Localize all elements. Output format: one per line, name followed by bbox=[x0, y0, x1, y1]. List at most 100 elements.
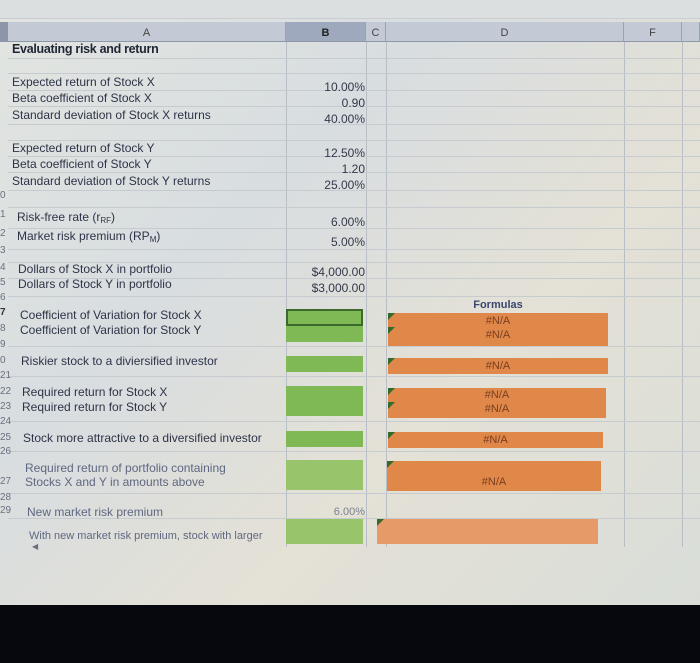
input-more-attractive[interactable] bbox=[286, 431, 363, 447]
label-new-mrp-question[interactable]: With new market risk premium, stock with… bbox=[29, 530, 263, 542]
column-header-b[interactable]: B bbox=[286, 22, 366, 42]
value-dollars-x[interactable]: $4,000.00 bbox=[311, 265, 365, 279]
row-number[interactable]: 25 bbox=[0, 432, 12, 443]
label-riskier-stock[interactable]: Riskier stock to a diviersified investor bbox=[21, 354, 218, 368]
gridline bbox=[8, 124, 700, 125]
row-number[interactable]: 3 bbox=[0, 245, 6, 256]
row-number[interactable]: 4 bbox=[0, 262, 6, 273]
gridline bbox=[386, 42, 387, 547]
formula-required-return-cells[interactable]: #N/A #N/A bbox=[388, 388, 606, 418]
value-dollars-y[interactable]: $3,000.00 bbox=[311, 281, 365, 295]
gridline bbox=[8, 172, 700, 173]
label-std-y[interactable]: Standard deviation of Stock Y returns bbox=[12, 174, 211, 188]
row-number[interactable]: 1 bbox=[0, 209, 6, 220]
gridline bbox=[8, 296, 700, 297]
label-beta-y[interactable]: Beta coefficient of Stock Y bbox=[12, 157, 152, 171]
value-market-risk-premium[interactable]: 5.00% bbox=[330, 235, 365, 249]
column-header-a[interactable]: A bbox=[8, 22, 286, 42]
label-text: ) bbox=[156, 229, 161, 243]
label-portfolio-required-return-2[interactable]: Stocks X and Y in amounts above bbox=[25, 475, 205, 489]
row-number[interactable]: 5 bbox=[0, 277, 6, 288]
gridline bbox=[8, 249, 700, 250]
label-cv-x[interactable]: Coefficient of Variation for Stock X bbox=[20, 308, 202, 322]
sheet-title[interactable]: Evaluating risk and return bbox=[12, 42, 159, 56]
select-all-corner[interactable] bbox=[0, 22, 8, 42]
row-number[interactable]: 22 bbox=[0, 386, 12, 397]
formula-cv-cells[interactable]: #N/A #N/A bbox=[388, 313, 608, 346]
row-number[interactable]: 0 bbox=[0, 355, 6, 366]
label-text: Market risk premium (RP bbox=[17, 229, 150, 243]
value-new-market-risk-premium[interactable]: 6.00% bbox=[333, 506, 365, 518]
formula-new-mrp-cell[interactable] bbox=[377, 519, 598, 544]
label-beta-x[interactable]: Beta coefficient of Stock X bbox=[12, 91, 152, 105]
error-indicator-icon bbox=[387, 461, 394, 468]
label-dollars-y[interactable]: Dollars of Stock Y in portfolio bbox=[18, 277, 172, 291]
label-dollars-x[interactable]: Dollars of Stock X in portfolio bbox=[18, 262, 173, 276]
gridline bbox=[682, 42, 683, 547]
row-number[interactable]: 21 bbox=[0, 370, 12, 381]
formula-portfolio-required-return: #N/A bbox=[481, 476, 507, 488]
input-new-mrp-question[interactable] bbox=[286, 519, 363, 544]
gridline bbox=[8, 228, 700, 229]
input-cv-y[interactable] bbox=[286, 326, 363, 342]
row-number[interactable]: 26 bbox=[0, 446, 12, 457]
subscript: M bbox=[149, 235, 157, 244]
value-expected-return-y[interactable]: 12.50% bbox=[324, 146, 365, 160]
column-header-d[interactable]: D bbox=[386, 22, 624, 42]
label-text: Risk-free rate (r bbox=[17, 210, 101, 224]
row-number[interactable]: 27 bbox=[0, 476, 12, 487]
error-indicator-icon bbox=[388, 358, 395, 365]
value-expected-return-x[interactable]: 10.00% bbox=[324, 80, 365, 94]
row-number[interactable]: 6 bbox=[0, 292, 6, 303]
input-portfolio-required-return[interactable] bbox=[286, 460, 363, 490]
label-risk-free-rate[interactable]: Risk-free rate (rRF) bbox=[17, 210, 115, 225]
row-number[interactable]: 23 bbox=[0, 401, 12, 412]
value-beta-x[interactable]: 0.90 bbox=[341, 96, 365, 110]
row-number-selected[interactable]: 7 bbox=[0, 307, 6, 318]
formula-portfolio-cell[interactable]: #N/A bbox=[387, 461, 601, 491]
input-riskier-stock[interactable] bbox=[286, 356, 363, 372]
formula-required-return-x: #N/A bbox=[484, 389, 510, 401]
row-number[interactable]: 2 bbox=[0, 228, 6, 239]
error-indicator-icon bbox=[388, 388, 395, 395]
subscript: RF bbox=[100, 216, 112, 225]
value-risk-free-rate[interactable]: 6.00% bbox=[330, 215, 365, 229]
input-required-returns[interactable] bbox=[286, 386, 363, 416]
formula-riskier-cell[interactable]: #N/A bbox=[388, 358, 608, 374]
formula-cv-x: #N/A bbox=[485, 315, 511, 327]
error-indicator-icon bbox=[377, 519, 384, 526]
column-header-c[interactable]: C bbox=[366, 22, 386, 42]
gridline bbox=[366, 42, 367, 547]
value-std-y[interactable]: 25.00% bbox=[324, 178, 365, 192]
label-required-return-x[interactable]: Required return for Stock X bbox=[22, 385, 168, 399]
row-number[interactable]: 29 bbox=[0, 505, 12, 516]
gridline bbox=[8, 207, 700, 208]
row-number[interactable]: 24 bbox=[0, 416, 12, 427]
formula-more-attractive-cell[interactable]: #N/A bbox=[388, 432, 603, 448]
scroll-left-arrow-icon[interactable]: ◀ bbox=[32, 542, 39, 551]
gridline bbox=[8, 106, 700, 107]
row-number[interactable]: 8 bbox=[0, 323, 6, 334]
row-number[interactable]: 28 bbox=[0, 492, 12, 503]
input-cv-x[interactable] bbox=[286, 309, 363, 326]
row-number[interactable]: 0 bbox=[0, 190, 6, 201]
value-beta-y[interactable]: 1.20 bbox=[341, 162, 365, 176]
value-std-x[interactable]: 40.00% bbox=[324, 112, 365, 126]
label-new-market-risk-premium[interactable]: New market risk premium bbox=[27, 505, 164, 519]
formulas-header: Formulas bbox=[473, 299, 523, 311]
gridline bbox=[8, 58, 700, 59]
label-expected-return-x[interactable]: Expected return of Stock X bbox=[12, 75, 155, 89]
label-market-risk-premium[interactable]: Market risk premium (RPM) bbox=[17, 229, 160, 244]
label-more-attractive[interactable]: Stock more attractive to a diversified i… bbox=[23, 431, 262, 445]
label-expected-return-y[interactable]: Expected return of Stock Y bbox=[12, 141, 155, 155]
label-cv-y[interactable]: Coefficient of Variation for Stock Y bbox=[20, 323, 202, 337]
formula-riskier: #N/A bbox=[485, 360, 511, 372]
column-header-f[interactable]: F bbox=[624, 22, 682, 42]
row-number[interactable]: 9 bbox=[0, 339, 6, 350]
label-std-x[interactable]: Standard deviation of Stock X returns bbox=[12, 108, 211, 122]
column-header-next[interactable] bbox=[682, 22, 700, 42]
label-required-return-y[interactable]: Required return for Stock Y bbox=[22, 400, 168, 414]
gridline bbox=[8, 90, 700, 91]
gridline bbox=[8, 73, 700, 74]
label-portfolio-required-return-1[interactable]: Required return of portfolio containing bbox=[25, 461, 226, 475]
